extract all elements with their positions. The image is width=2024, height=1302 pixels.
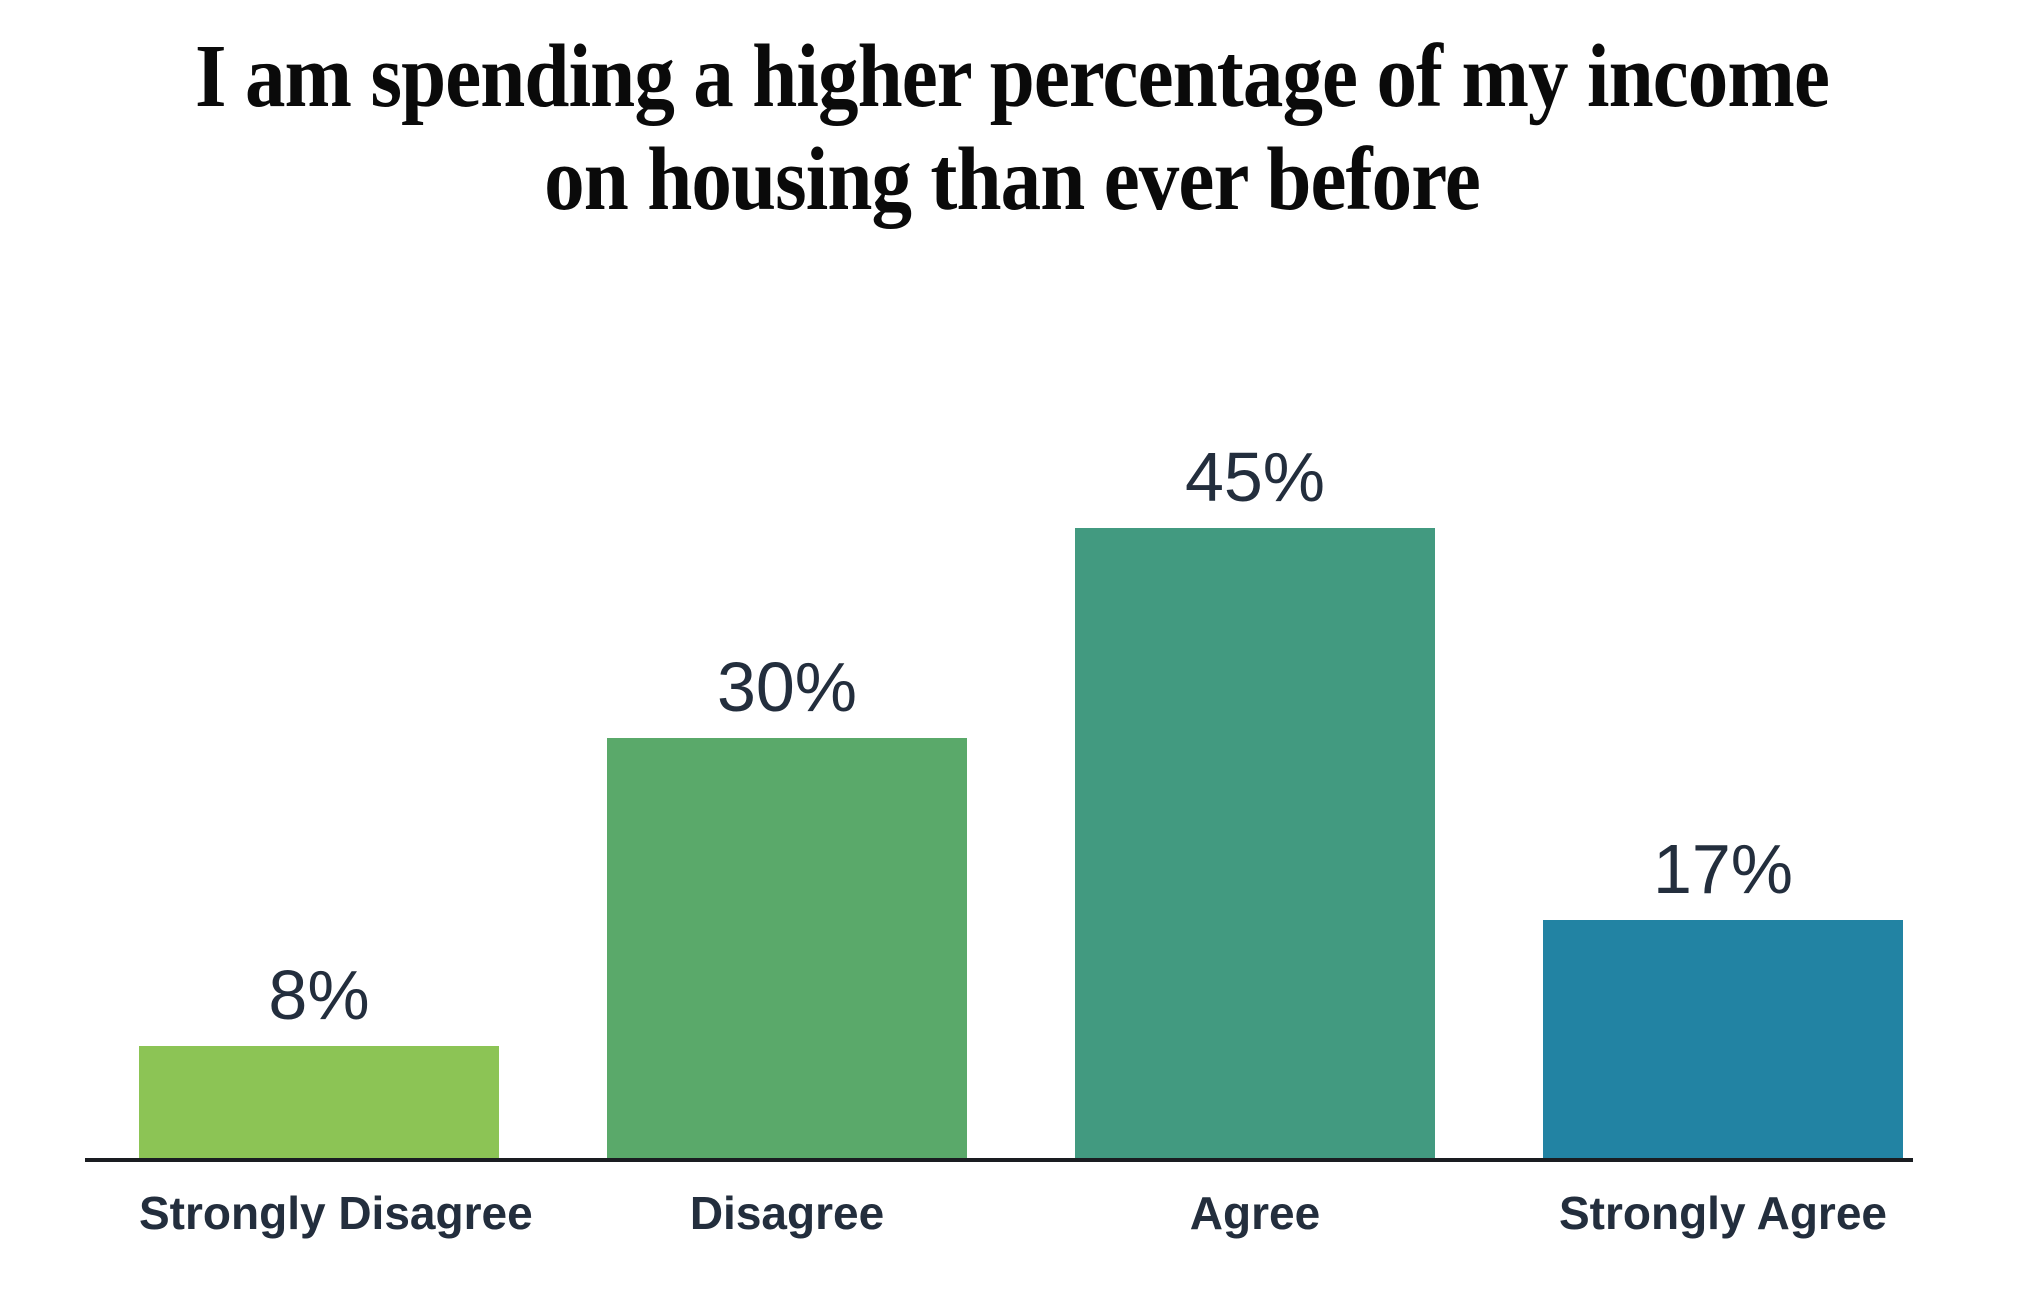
bar-group-strongly-disagree: 8%: [139, 960, 499, 1158]
category-label-strongly-disagree: Strongly Disagree: [139, 1187, 533, 1239]
category-label-agree: Agree: [1189, 1187, 1321, 1239]
bar-disagree: [607, 738, 967, 1158]
value-label: 8%: [268, 956, 370, 1034]
bar-group-disagree: 30%: [607, 652, 967, 1158]
bar-strongly-agree: [1543, 920, 1903, 1158]
value-label: 17%: [1652, 830, 1794, 908]
x-axis-category-labels: Strongly Disagree Disagree Agree Strongl…: [85, 1188, 1913, 1239]
x-axis-baseline: 8% 30% 45% 17%: [85, 442, 1913, 1162]
value-label: 45%: [1184, 438, 1326, 516]
value-label: 30%: [716, 648, 858, 726]
category-label-disagree: Disagree: [689, 1187, 885, 1239]
bar-group-strongly-agree: 17%: [1543, 834, 1903, 1158]
bar-agree: [1075, 528, 1435, 1158]
chart-title-line-1: I am spending a higher percentage of my …: [194, 27, 1830, 126]
chart-title-line-2: on housing than ever before: [544, 129, 1481, 229]
plot-area: 8% 30% 45% 17%: [85, 442, 1913, 1162]
bar-group-agree: 45%: [1075, 442, 1435, 1158]
category-label-strongly-agree: Strongly Agree: [1558, 1187, 1888, 1239]
chart-title: I am spending a higher percentage of my …: [101, 26, 1923, 231]
bar-strongly-disagree: [139, 1046, 499, 1158]
